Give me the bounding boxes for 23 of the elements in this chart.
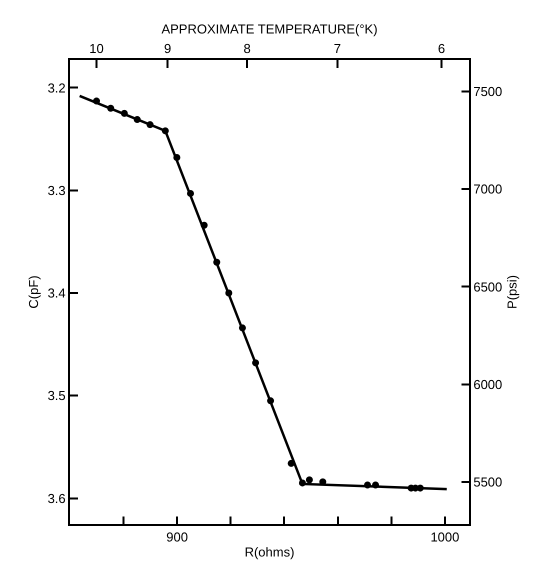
y2-axis-title: P(psi) [504,275,520,309]
x2-axis-title: APPROXIMATE TEMPERATURE(°K) [161,22,378,36]
y2-tick-label: 5500 [473,474,502,490]
y-axis-title: C(pF) [26,275,42,309]
x2-tick-label: 7 [334,41,341,56]
x-axis-title: R(ohms) [244,544,294,560]
x2-tick-label: 9 [164,41,172,56]
y2-tick-label: 7000 [473,182,502,197]
x-tick-label: 900 [166,529,188,544]
line-series [78,94,448,490]
x2-tick-label: 8 [244,41,251,56]
y-tick-label: 3.2 [48,80,66,96]
x2-tick-label: 6 [438,41,446,56]
y-tick-label: 3.4 [48,286,66,301]
y-tick-label: 3.3 [48,182,66,198]
point [306,476,313,484]
y2-tick-label: 6000 [473,377,502,392]
y2-tick-label: 7500 [473,84,502,99]
x-tick-label: 1000 [430,529,460,544]
y-tick-label: 3.6 [48,490,66,506]
y-tick-label: 3.5 [48,388,66,404]
x2-tick-label: 10 [89,41,104,56]
y2-tick-label: 6500 [473,279,502,294]
